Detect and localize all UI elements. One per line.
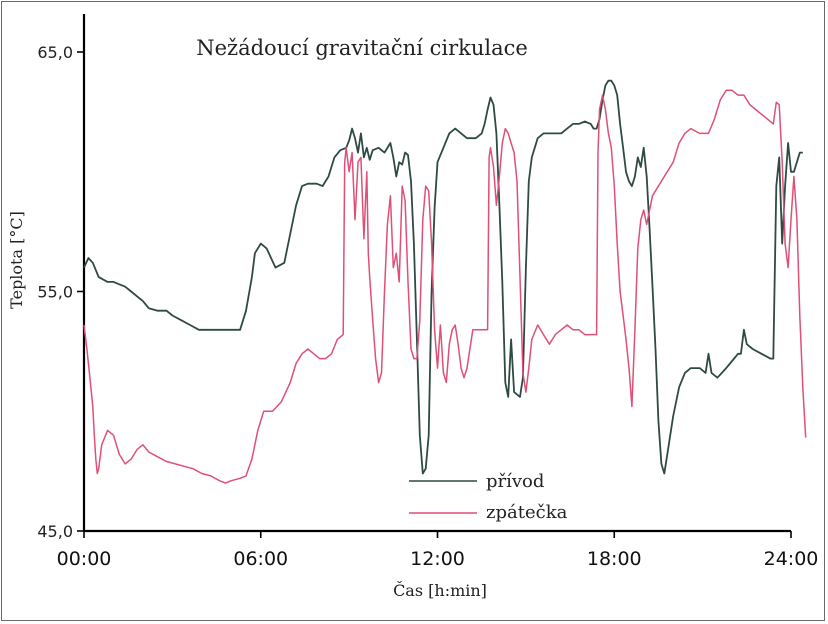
- y-tick-label: 45,0: [37, 522, 73, 541]
- series-layer: [83, 79, 807, 484]
- legend-label-zpatecka: zpátečka: [486, 502, 568, 523]
- y-tick-label: 65,0: [37, 43, 73, 62]
- x-tick-label: 00:00: [57, 548, 112, 570]
- axes: [82, 14, 791, 533]
- y-ticks: 45,0 55,0 65,0: [37, 43, 84, 541]
- series-line-privod: [83, 79, 803, 475]
- x-ticks: 00:00 06:00 12:00 18:00 24:00: [57, 531, 819, 570]
- chart-title: Nežádoucí gravitační cirkulace: [196, 36, 528, 60]
- y-tick-label: 55,0: [37, 283, 73, 302]
- x-tick-label: 24:00: [764, 548, 819, 570]
- x-tick-label: 18:00: [587, 548, 642, 570]
- legend: přívod zpátečka: [409, 471, 568, 523]
- series-line-zpatecka: [83, 89, 807, 484]
- x-axis-label: Čas [h:min]: [393, 580, 487, 600]
- x-tick-label: 12:00: [410, 548, 465, 570]
- y-axis-label: Teplota [°C]: [7, 211, 26, 309]
- legend-label-privod: přívod: [486, 471, 544, 492]
- x-tick-label: 06:00: [233, 548, 288, 570]
